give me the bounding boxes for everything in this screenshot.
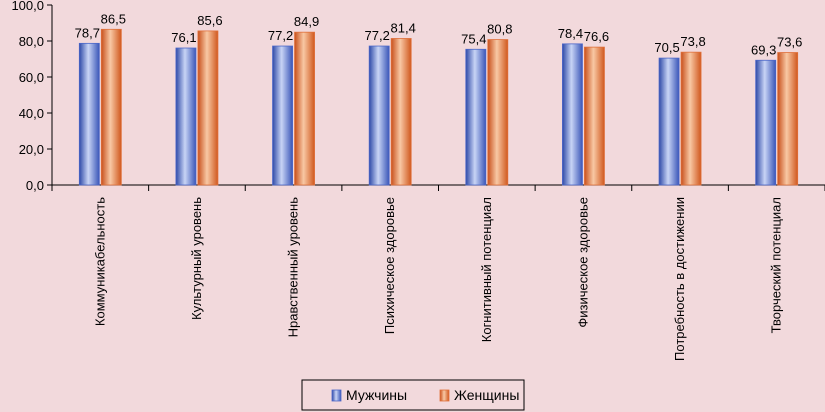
category-label: Творческий потенциал bbox=[769, 197, 784, 333]
legend: Мужчины Женщины bbox=[301, 379, 525, 411]
bar-women bbox=[487, 39, 509, 186]
data-label: 75,4 bbox=[461, 31, 486, 46]
x-axis bbox=[51, 184, 825, 191]
data-label: 80,8 bbox=[487, 22, 512, 37]
data-label: 85,6 bbox=[197, 13, 222, 28]
data-label: 86,5 bbox=[101, 11, 126, 26]
data-label: 81,4 bbox=[391, 20, 416, 35]
bars bbox=[78, 28, 799, 186]
data-label: 77,2 bbox=[365, 28, 390, 43]
data-label: 73,6 bbox=[777, 35, 802, 50]
y-tick-label: 20,0 bbox=[19, 142, 44, 157]
category-label: Когнитивный потенциал bbox=[479, 197, 494, 342]
bar-men bbox=[562, 43, 583, 186]
y-tick-label: 0,0 bbox=[26, 178, 44, 193]
legend-label: Мужчины bbox=[346, 387, 407, 403]
bar-women bbox=[100, 28, 122, 186]
y-tick-label: 80,0 bbox=[19, 34, 44, 49]
bar-men bbox=[755, 59, 777, 186]
bar-women bbox=[197, 30, 219, 186]
bar-men bbox=[658, 57, 680, 186]
bar-women bbox=[584, 46, 605, 186]
category-labels: Коммуникабельность Культурный уровень Нрав… bbox=[92, 197, 783, 361]
category-label: Коммуникабельность bbox=[92, 197, 107, 326]
bar-men bbox=[368, 45, 390, 186]
category-label: Потребность в достижении bbox=[672, 197, 687, 361]
legend-swatch bbox=[439, 389, 450, 402]
data-label: 70,5 bbox=[654, 40, 679, 55]
category-label: Психическое здоровье bbox=[382, 197, 397, 334]
data-label: 69,3 bbox=[751, 42, 776, 57]
bar-women bbox=[390, 38, 412, 186]
data-label: 77,2 bbox=[268, 28, 293, 43]
bar-men bbox=[78, 42, 100, 186]
bar-women bbox=[777, 52, 799, 186]
y-tick-label: 100,0 bbox=[11, 0, 44, 13]
data-label: 84,9 bbox=[294, 14, 319, 29]
category-label: Нравственный уровень bbox=[286, 197, 301, 338]
bar-men bbox=[465, 48, 487, 186]
data-label: 76,1 bbox=[171, 30, 196, 45]
legend-label: Женщины bbox=[454, 387, 519, 403]
data-label: 78,7 bbox=[75, 25, 100, 40]
y-tick-label: 40,0 bbox=[19, 106, 44, 121]
bar-men bbox=[272, 45, 293, 186]
data-label: 78,4 bbox=[558, 26, 583, 41]
category-label: Физическое здоровье bbox=[575, 197, 590, 328]
y-tick-label: 60,0 bbox=[19, 70, 44, 85]
data-label: 73,8 bbox=[680, 34, 705, 49]
data-label: 76,6 bbox=[584, 29, 609, 44]
bar-women bbox=[680, 51, 702, 186]
legend-swatch bbox=[331, 389, 342, 402]
bar-men bbox=[175, 47, 197, 186]
category-label: Культурный уровень bbox=[189, 197, 204, 320]
data-labels: 78,786,576,185,677,284,977,281,475,480,8… bbox=[75, 11, 803, 57]
bar-women bbox=[294, 31, 315, 186]
y-axis: 0,0 20,0 40,0 60,0 80,0 100,0 bbox=[11, 0, 53, 193]
